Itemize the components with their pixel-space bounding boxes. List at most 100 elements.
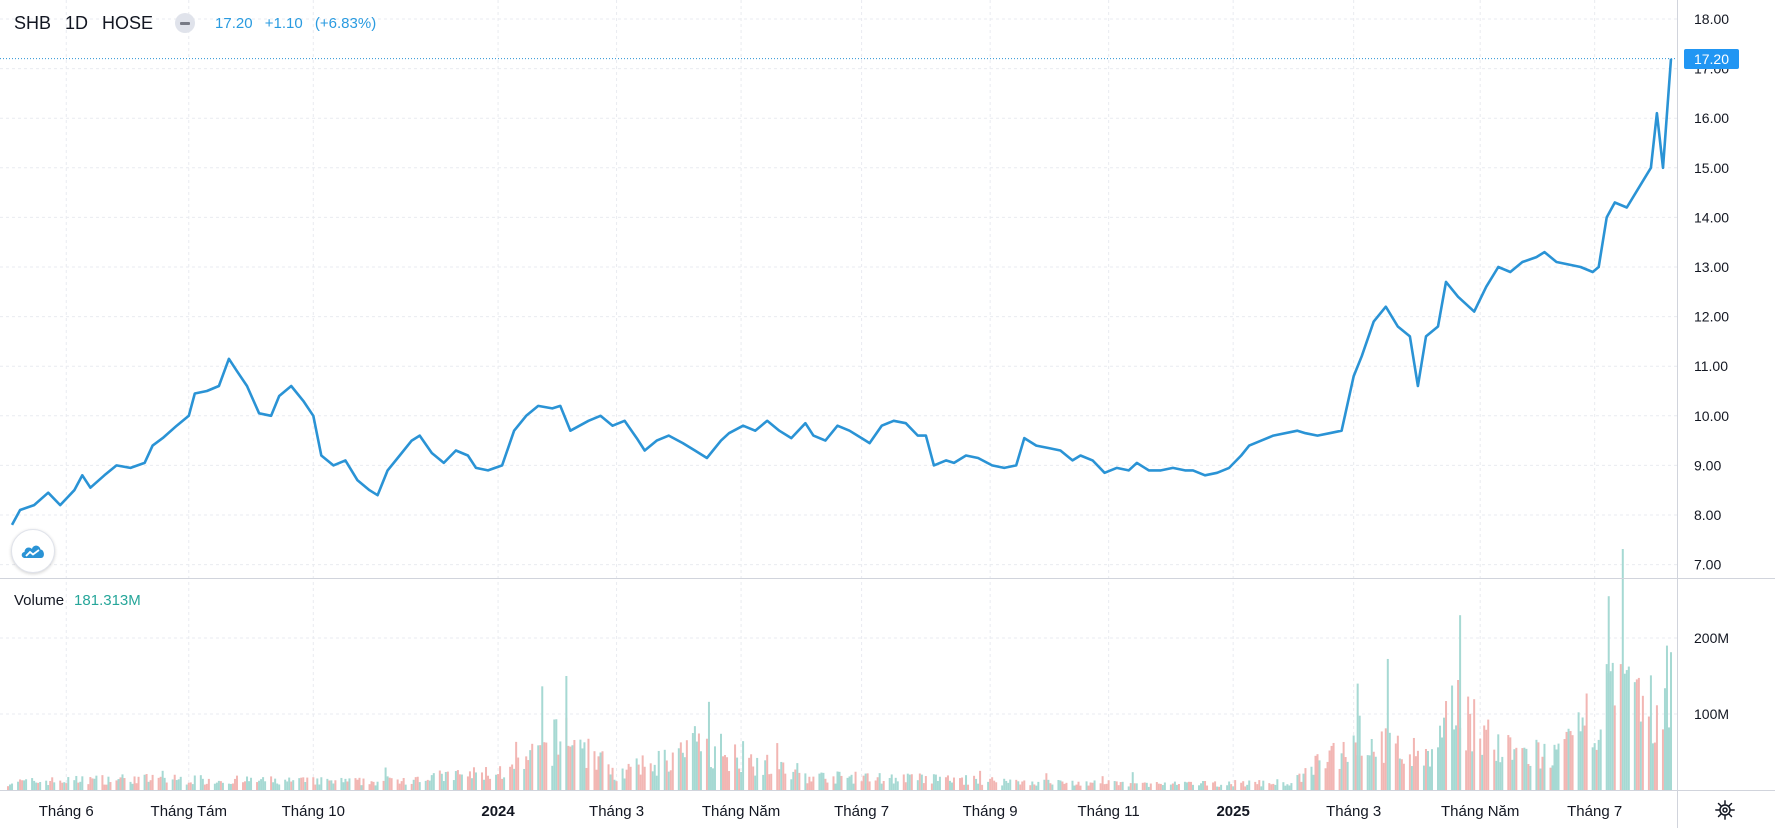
hide-series-button[interactable]: [175, 13, 196, 33]
volume-bar: [1212, 782, 1215, 790]
volume-bar: [326, 778, 329, 790]
volume-bar: [1262, 780, 1265, 790]
tradingview-logo-button[interactable]: [11, 529, 55, 573]
volume-bar: [1206, 785, 1209, 790]
volume-bar: [264, 781, 267, 790]
volume-bar: [288, 777, 291, 790]
time-axis-label: Tháng Năm: [702, 803, 780, 820]
volume-bar: [370, 781, 373, 790]
volume-bar: [244, 781, 247, 790]
volume-bar: [31, 778, 34, 790]
volume-bar: [1509, 737, 1512, 790]
volume-bar: [1099, 783, 1102, 790]
volume-bar: [1354, 742, 1357, 790]
volume-bar: [1171, 783, 1174, 790]
volume-bar: [1085, 781, 1088, 790]
volume-bar: [233, 778, 236, 790]
volume-bar: [768, 774, 771, 790]
volume-bar: [930, 783, 933, 790]
volume-bar: [525, 756, 528, 790]
volume-bar: [848, 776, 851, 790]
volume-bar: [1521, 748, 1524, 790]
volume-bar: [734, 744, 737, 790]
volume-bar: [1284, 785, 1287, 790]
volume-bar: [1145, 782, 1148, 790]
gear-icon: [1715, 800, 1735, 820]
volume-bar: [1459, 615, 1462, 790]
volume-bar: [430, 775, 433, 790]
volume-bar: [258, 780, 261, 790]
volume-bar: [1043, 779, 1046, 790]
volume-bar: [207, 778, 210, 790]
volume-bar: [679, 742, 682, 790]
volume-bar: [1155, 782, 1158, 790]
volume-bar: [1029, 785, 1032, 790]
volume-bar: [1346, 761, 1349, 790]
volume-bar: [553, 719, 556, 790]
volume-bar: [105, 784, 108, 790]
volume-bar: [902, 774, 905, 790]
volume-bar: [292, 780, 295, 790]
timeframe[interactable]: 1D: [65, 12, 89, 33]
volume-bar: [685, 740, 688, 790]
volume-bar: [1063, 783, 1066, 790]
volume-bar: [157, 777, 160, 790]
volume-bar: [593, 751, 596, 790]
volume-bar: [581, 748, 584, 790]
volume-bar: [185, 784, 188, 790]
volume-bar: [1175, 784, 1178, 790]
volume-bar: [227, 783, 230, 790]
volume-bar: [129, 781, 132, 790]
volume-bar: [1244, 786, 1247, 790]
volume-bar: [161, 770, 164, 790]
volume-bar: [796, 763, 799, 790]
volume-bar: [625, 769, 628, 790]
volume-bar: [163, 777, 166, 790]
volume-bar: [623, 778, 626, 790]
volume-bar: [653, 764, 656, 790]
volume-bar: [1455, 725, 1458, 790]
volume-bar: [1220, 784, 1223, 790]
volume-bar: [613, 779, 616, 790]
volume-bar: [1535, 739, 1538, 790]
volume-bar: [1593, 743, 1596, 790]
volume-bar: [205, 783, 208, 790]
chart-settings-button[interactable]: [1712, 797, 1738, 823]
volume-bar: [995, 782, 998, 790]
volume-bar: [1075, 784, 1078, 790]
volume-bar: [583, 742, 586, 790]
volume-bar: [1394, 743, 1397, 790]
volume-bar: [511, 764, 514, 790]
volume-bar: [342, 782, 345, 790]
volume-bar: [1037, 781, 1040, 790]
volume-axis-label: 100M: [1694, 706, 1729, 722]
volume-bar: [834, 783, 837, 790]
volume-bar: [1655, 705, 1658, 790]
volume-bar: [1416, 750, 1419, 790]
volume-bar: [1465, 750, 1468, 790]
volume-bar: [1296, 775, 1299, 790]
volume-bar: [1033, 784, 1036, 790]
volume-bar: [1131, 772, 1134, 790]
volume-bar: [812, 776, 815, 790]
volume-bar: [691, 733, 694, 790]
volume-bar: [91, 778, 94, 790]
volume-bar: [1611, 662, 1614, 790]
volume-bar: [133, 776, 136, 790]
volume-bar: [1157, 783, 1160, 790]
volume-bar: [81, 776, 84, 790]
volume-bar: [87, 784, 90, 790]
volume-bar: [1439, 725, 1442, 790]
volume-bar: [1163, 782, 1166, 790]
volume-bar: [1537, 742, 1540, 790]
volume-bar: [726, 757, 729, 790]
volume-bar: [1316, 754, 1319, 790]
volume-bar: [398, 783, 401, 790]
volume-bar: [1051, 784, 1054, 790]
volume-bar: [1318, 760, 1321, 790]
volume-bar: [967, 784, 970, 790]
symbol-name[interactable]: SHB: [14, 12, 52, 33]
volume-bar: [1527, 763, 1530, 790]
